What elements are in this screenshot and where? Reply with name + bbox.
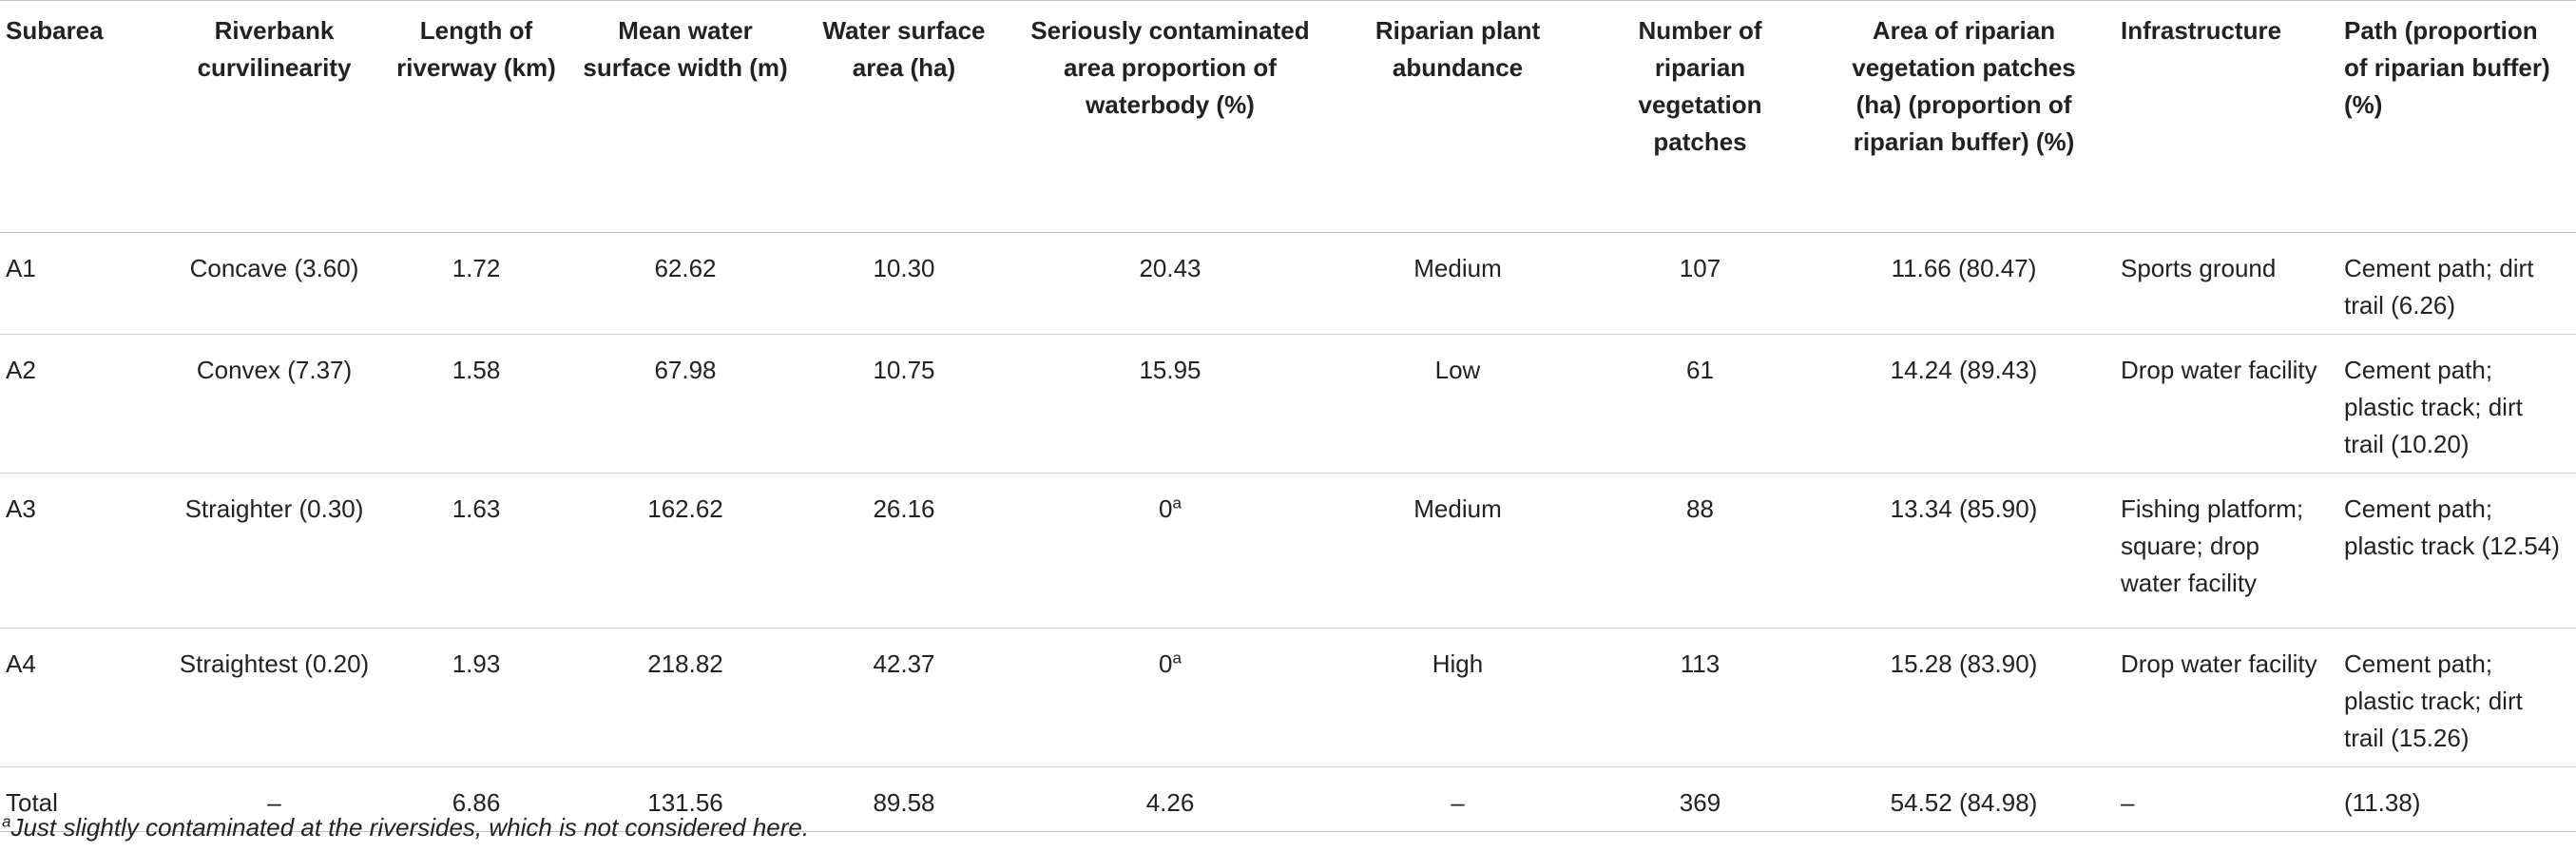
cell-abundance: High [1336,628,1587,767]
footnote-marker: a [1172,494,1182,513]
cell-curvilinearity: Straightest (0.20) [171,628,385,767]
cell-contaminated: 20.43 [1012,232,1336,335]
cell-curvilinearity: Straighter (0.30) [171,473,385,629]
cell-path: Cement path; plastic track; dirt trail (… [2338,628,2576,767]
footnote-marker: a [2,812,11,831]
cell-width: 62.62 [575,232,803,335]
cell-area: 89.58 [803,766,1012,832]
cell-area: 26.16 [803,473,1012,629]
header-cell: Riverbank curvilinearity [171,0,385,233]
cell-patch-area: 13.34 (85.90) [1820,473,2115,629]
header-cell: Infrastructure [2115,0,2338,233]
cell-infrastructure: Sports ground [2115,232,2338,335]
cell-contaminated: 0a [1012,473,1336,629]
cell-patch-area: 11.66 (80.47) [1820,232,2115,335]
header-cell: Number of riparian vegetation patches [1587,0,1820,233]
cell-patch-area: 54.52 (84.98) [1820,766,2115,832]
cell-curvilinearity: Convex (7.37) [171,334,385,474]
header-row: Subarea Riverbank curvilinearity Length … [0,0,2576,233]
cell-length: 1.63 [385,473,575,629]
header-cell: Seriously contaminated area proportion o… [1012,0,1336,233]
header-cell: Length of riverway (km) [385,0,575,233]
header-cell: Subarea [0,0,171,233]
cell-patches: 107 [1587,232,1820,335]
header-cell: Path (proportion of riparian buffer) (%) [2338,0,2576,233]
cell-length: 1.72 [385,232,575,335]
cell-subarea: A2 [0,334,171,474]
table-row: A1 Concave (3.60) 1.72 62.62 10.30 20.43… [0,232,2576,335]
cell-abundance: Medium [1336,232,1587,335]
footnote-text: Just slightly contaminated at the rivers… [10,813,810,842]
header-cell: Riparian plant abundance [1336,0,1587,233]
cell-area: 10.75 [803,334,1012,474]
table-footnote: aJust slightly contaminated at the river… [2,810,809,844]
cell-curvilinearity: Concave (3.60) [171,232,385,335]
table-row: A2 Convex (7.37) 1.58 67.98 10.75 15.95 … [0,334,2576,474]
cell-patches: 88 [1587,473,1820,629]
data-table: Subarea Riverbank curvilinearity Length … [0,0,2576,832]
cell-width: 67.98 [575,334,803,474]
cell-subarea: A4 [0,628,171,767]
table-row: A3 Straighter (0.30) 1.63 162.62 26.16 0… [0,473,2576,629]
cell-path: Cement path; plastic track; dirt trail (… [2338,334,2576,474]
cell-subarea: Total [0,766,171,832]
cell-patches: 369 [1587,766,1820,832]
cell-path: (11.38) [2338,766,2576,832]
cell-patch-area: 15.28 (83.90) [1820,628,2115,767]
table-row: Total – 6.86 131.56 89.58 4.26 – 369 54.… [0,766,2576,832]
header-cell: Mean water surface width (m) [575,0,803,233]
cell-infrastructure: Drop water facility [2115,334,2338,474]
cell-area: 42.37 [803,628,1012,767]
cell-patches: 113 [1587,628,1820,767]
cell-path: Cement path; dirt trail (6.26) [2338,232,2576,335]
cell-abundance: Medium [1336,473,1587,629]
cell-subarea: A3 [0,473,171,629]
cell-curvilinearity: – [171,766,385,832]
cell-width: 162.62 [575,473,803,629]
cell-patches: 61 [1587,334,1820,474]
cell-infrastructure: Fishing platform; square; drop water fac… [2115,473,2338,629]
cell-path: Cement path; plastic track (12.54) [2338,473,2576,629]
cell-area: 10.30 [803,232,1012,335]
cell-contaminated: 15.95 [1012,334,1336,474]
cell-infrastructure: Drop water facility [2115,628,2338,767]
header-cell: Water surface area (ha) [803,0,1012,233]
cell-subarea: A1 [0,232,171,335]
cell-length: 1.93 [385,628,575,767]
cell-width: 218.82 [575,628,803,767]
cell-patch-area: 14.24 (89.43) [1820,334,2115,474]
cell-width: 131.56 [575,766,803,832]
table-row: A4 Straightest (0.20) 1.93 218.82 42.37 … [0,628,2576,767]
cell-abundance: Low [1336,334,1587,474]
header-cell: Area of riparian vegetation patches (ha)… [1820,0,2115,233]
cell-infrastructure: – [2115,766,2338,832]
cell-length: 6.86 [385,766,575,832]
cell-contaminated: 0a [1012,628,1336,767]
cell-length: 1.58 [385,334,575,474]
cell-abundance: – [1336,766,1587,832]
cell-contaminated: 4.26 [1012,766,1336,832]
footnote-marker: a [1172,649,1182,668]
